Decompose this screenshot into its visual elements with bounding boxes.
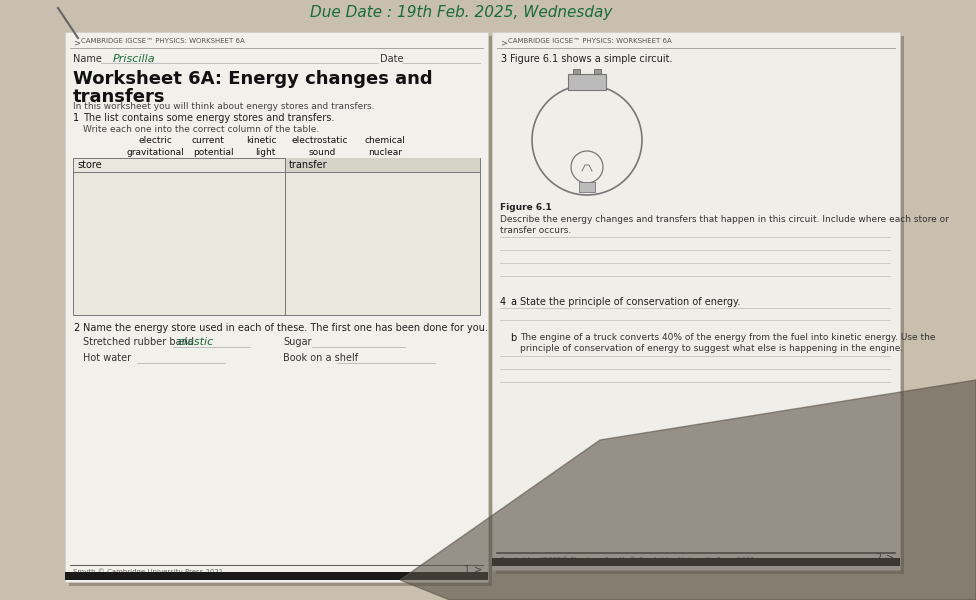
Text: 4: 4 bbox=[500, 297, 507, 307]
Text: transfers: transfers bbox=[73, 88, 166, 106]
Bar bbox=[573, 69, 580, 74]
Text: 1: 1 bbox=[73, 113, 79, 123]
Text: CAMBRIDGE IGCSE™ PHYSICS: WORKSHEET 6A: CAMBRIDGE IGCSE™ PHYSICS: WORKSHEET 6A bbox=[508, 38, 671, 44]
Text: principle of conservation of energy to suggest what else is happening in the eng: principle of conservation of energy to s… bbox=[520, 344, 903, 353]
Text: transfer: transfer bbox=[289, 160, 327, 170]
Text: CAMBRIDGE IGCSE™ PHYSICS: WORKSHEET 6A: CAMBRIDGE IGCSE™ PHYSICS: WORKSHEET 6A bbox=[81, 38, 245, 44]
Text: current: current bbox=[191, 136, 224, 145]
Bar bbox=[285, 158, 480, 172]
Text: 2: 2 bbox=[875, 553, 882, 563]
Text: Worksheet 6A: Energy changes and: Worksheet 6A: Energy changes and bbox=[73, 70, 432, 88]
Bar bbox=[594, 69, 601, 74]
Text: Name: Name bbox=[73, 54, 102, 64]
Text: sound: sound bbox=[308, 148, 336, 157]
Bar bbox=[69, 36, 492, 586]
Text: Hot water: Hot water bbox=[83, 353, 131, 363]
Text: Describe the energy changes and transfers that happen in this circuit. Include w: Describe the energy changes and transfer… bbox=[500, 215, 949, 224]
Bar bbox=[65, 32, 488, 582]
Text: Stretched rubber band: Stretched rubber band bbox=[83, 337, 194, 347]
Text: b: b bbox=[510, 333, 516, 343]
Bar bbox=[568, 74, 606, 90]
Text: chemical: chemical bbox=[365, 136, 405, 145]
Text: 3: 3 bbox=[500, 54, 507, 64]
Text: Smyth © Cambridge University Press 2021: Smyth © Cambridge University Press 2021 bbox=[73, 568, 224, 575]
Text: The engine of a truck converts 40% of the energy from the fuel into kinetic ener: The engine of a truck converts 40% of th… bbox=[520, 333, 936, 342]
Bar bbox=[73, 158, 480, 315]
Bar bbox=[65, 572, 488, 580]
Polygon shape bbox=[400, 380, 976, 600]
Text: a: a bbox=[510, 297, 516, 307]
Text: gravitational: gravitational bbox=[126, 148, 183, 157]
Text: light: light bbox=[255, 148, 275, 157]
Text: >: > bbox=[474, 565, 482, 575]
Text: Write each one into the correct column of the table.: Write each one into the correct column o… bbox=[83, 125, 319, 134]
Text: Date: Date bbox=[380, 54, 403, 64]
Text: Sugar: Sugar bbox=[283, 337, 311, 347]
Bar bbox=[492, 558, 900, 566]
Text: In this worksheet you will think about energy stores and transfers.: In this worksheet you will think about e… bbox=[73, 102, 375, 111]
Text: Due Date : 19th Feb. 2025, Wednesday: Due Date : 19th Feb. 2025, Wednesday bbox=[310, 5, 612, 20]
Text: electrostatic: electrostatic bbox=[292, 136, 348, 145]
Text: store: store bbox=[77, 160, 102, 170]
Text: kinetic: kinetic bbox=[246, 136, 276, 145]
Text: electric: electric bbox=[138, 136, 172, 145]
Text: >: > bbox=[886, 553, 894, 563]
Bar bbox=[492, 32, 900, 570]
Text: Figure 6.1: Figure 6.1 bbox=[500, 203, 551, 212]
Text: The list contains some energy stores and transfers.: The list contains some energy stores and… bbox=[83, 113, 335, 123]
Text: Cambridge IGCSE® Physics – Smyth © Cambridge University Press 2021: Cambridge IGCSE® Physics – Smyth © Cambr… bbox=[500, 556, 754, 563]
Text: Name the energy store used in each of these. The first one has been done for you: Name the energy store used in each of th… bbox=[83, 323, 488, 333]
Text: Figure 6.1 shows a simple circuit.: Figure 6.1 shows a simple circuit. bbox=[510, 54, 672, 64]
Bar bbox=[496, 36, 904, 574]
Text: 2: 2 bbox=[73, 323, 79, 333]
Text: potential: potential bbox=[192, 148, 233, 157]
Text: >: > bbox=[73, 38, 80, 47]
Text: 1: 1 bbox=[464, 565, 470, 575]
Text: transfer occurs.: transfer occurs. bbox=[500, 226, 571, 235]
Text: >: > bbox=[500, 38, 507, 47]
Bar bbox=[579, 182, 595, 192]
Text: State the principle of conservation of energy.: State the principle of conservation of e… bbox=[520, 297, 741, 307]
Text: nuclear: nuclear bbox=[368, 148, 402, 157]
Text: Priscilla: Priscilla bbox=[113, 54, 155, 64]
Text: Book on a shelf: Book on a shelf bbox=[283, 353, 358, 363]
Text: elastic: elastic bbox=[177, 337, 213, 347]
